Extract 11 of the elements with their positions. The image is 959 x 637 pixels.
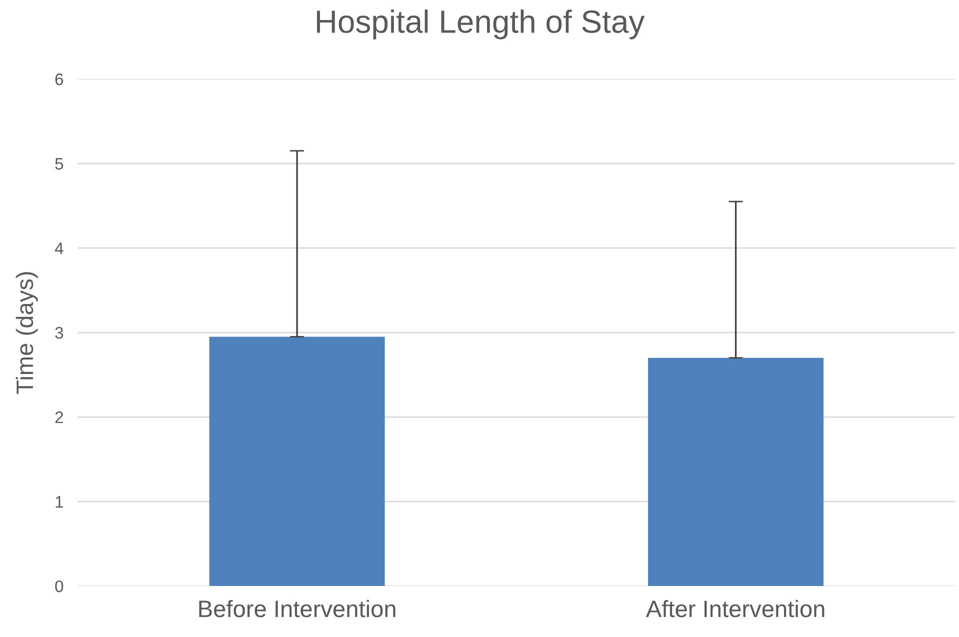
y-axis-title: Time (days) xyxy=(16,272,38,394)
y-tick-label: 1 xyxy=(56,496,63,508)
y-tick-label: 6 xyxy=(55,73,64,86)
y-tick-label: 5 xyxy=(55,158,64,170)
y-tick-label: 0 xyxy=(55,580,64,592)
x-tick-label: After Intervention xyxy=(646,600,824,618)
x-tick-label: Before Intervention xyxy=(199,600,396,618)
y-tick-label: 4 xyxy=(54,242,64,254)
y-tick-label: 3 xyxy=(55,326,64,339)
chart-title: Hospital Length of Stay xyxy=(316,10,645,40)
y-tick-label: 2 xyxy=(55,411,63,424)
